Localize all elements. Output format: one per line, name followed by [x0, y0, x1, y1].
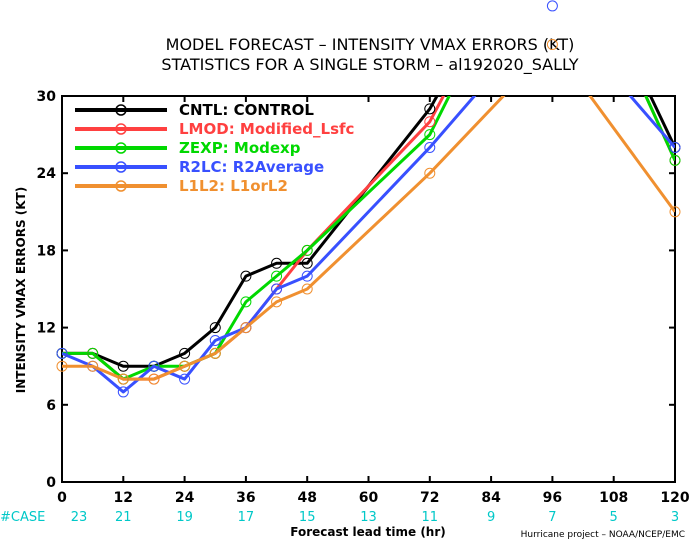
legend-label: LMOD: Modified_Lsfc — [179, 120, 354, 138]
series-line-4 — [62, 96, 675, 381]
series-point — [424, 141, 436, 153]
legend-label: ZEXP: Modexp — [179, 139, 301, 157]
series-point — [179, 360, 191, 372]
case-count: 11 — [422, 510, 439, 525]
series-point — [546, 0, 558, 12]
series-point — [240, 270, 252, 282]
series-point — [424, 116, 436, 128]
legend-swatch-marker — [115, 142, 127, 154]
x-tick-label: 12 — [114, 490, 133, 506]
series-point — [56, 360, 68, 372]
series-point — [148, 373, 160, 385]
series-point — [209, 347, 221, 359]
series-point — [424, 167, 436, 179]
x-tick-label: 36 — [236, 490, 255, 506]
case-count: 3 — [671, 510, 679, 525]
x-tick-label: 60 — [359, 490, 379, 506]
legend-swatch-marker — [115, 180, 127, 192]
series-point — [117, 373, 129, 385]
x-axis-label: Forecast lead time (hr) — [290, 525, 446, 539]
plot-border — [61, 95, 676, 483]
x-tick-label: 120 — [660, 490, 689, 506]
credit-label: Hurricane project – NOAA/NCEP/EMC — [521, 530, 685, 540]
series-point — [424, 103, 436, 115]
chart-subtitle: STATISTICS FOR A SINGLE STORM – al192020… — [161, 55, 578, 75]
legend-swatch-marker — [115, 123, 127, 135]
series-point — [301, 283, 313, 295]
series-point — [301, 270, 313, 282]
series-line-0 — [62, 96, 675, 368]
chart-title: MODEL FORECAST – INTENSITY VMAX ERRORS (… — [166, 35, 575, 54]
x-tick-label: 24 — [175, 490, 195, 506]
series-point — [117, 386, 129, 398]
plot-frame — [61, 95, 676, 483]
series-point — [87, 360, 99, 372]
x-tick-label: 96 — [543, 490, 562, 506]
case-count: 23 — [71, 510, 88, 525]
case-count: 7 — [548, 510, 556, 525]
x-tick-label: 84 — [481, 490, 501, 506]
legend-label: L1L2: L1orL2 — [179, 177, 288, 195]
series-point — [301, 244, 313, 256]
series-point — [546, 39, 558, 51]
x-tick-label: 0 — [57, 490, 67, 506]
series-point — [271, 283, 283, 295]
series-line-3 — [62, 96, 675, 394]
case-count: 5 — [610, 510, 618, 525]
y-tick-label: 24 — [37, 166, 57, 182]
series-point — [209, 322, 221, 334]
series-point — [209, 334, 221, 346]
series-point — [87, 347, 99, 359]
series-point — [271, 270, 283, 282]
y-tick-label: 18 — [37, 243, 56, 259]
series-point — [271, 296, 283, 308]
series-point — [424, 129, 436, 141]
case-count: 13 — [360, 510, 377, 525]
series-point — [271, 257, 283, 269]
series-line-2 — [62, 96, 675, 381]
axis-ticks: 0 6 12 18 24 30 0 12 24 36 48 60 72 84 96 108 120 #CASE 23… — [0, 89, 690, 525]
case-count: 15 — [299, 510, 316, 525]
series-point — [56, 347, 68, 359]
series-point — [179, 373, 191, 385]
series-point — [669, 141, 681, 153]
series-point — [148, 360, 160, 372]
y-axis-label: INTENSITY VMAX ERRORS (KT) — [14, 187, 28, 393]
series-markers — [56, 0, 681, 398]
y-tick-label: 0 — [46, 475, 56, 491]
x-tick-label: 48 — [297, 490, 316, 506]
x-tick-label: 108 — [599, 490, 628, 506]
series-point — [117, 360, 129, 372]
y-tick-label: 6 — [46, 398, 56, 414]
y-tick-label: 30 — [37, 89, 57, 105]
case-count: 9 — [487, 510, 495, 525]
series-point — [669, 206, 681, 218]
series-point — [179, 347, 191, 359]
case-count: 19 — [176, 510, 193, 525]
series-point — [240, 322, 252, 334]
series-point — [240, 296, 252, 308]
series-point — [669, 154, 681, 166]
series-point — [301, 257, 313, 269]
legend-swatch-marker — [115, 104, 127, 116]
case-label: #CASE — [0, 510, 45, 525]
y-tick-label: 12 — [37, 321, 56, 337]
series-lines — [62, 96, 675, 394]
legend-label: CNTL: CONTROL — [179, 101, 314, 119]
case-count: 17 — [238, 510, 255, 525]
legend-label: R2LC: R2Average — [179, 158, 324, 176]
case-count: 21 — [115, 510, 132, 525]
legend-swatch-marker — [115, 161, 127, 173]
x-tick-label: 72 — [420, 490, 439, 506]
